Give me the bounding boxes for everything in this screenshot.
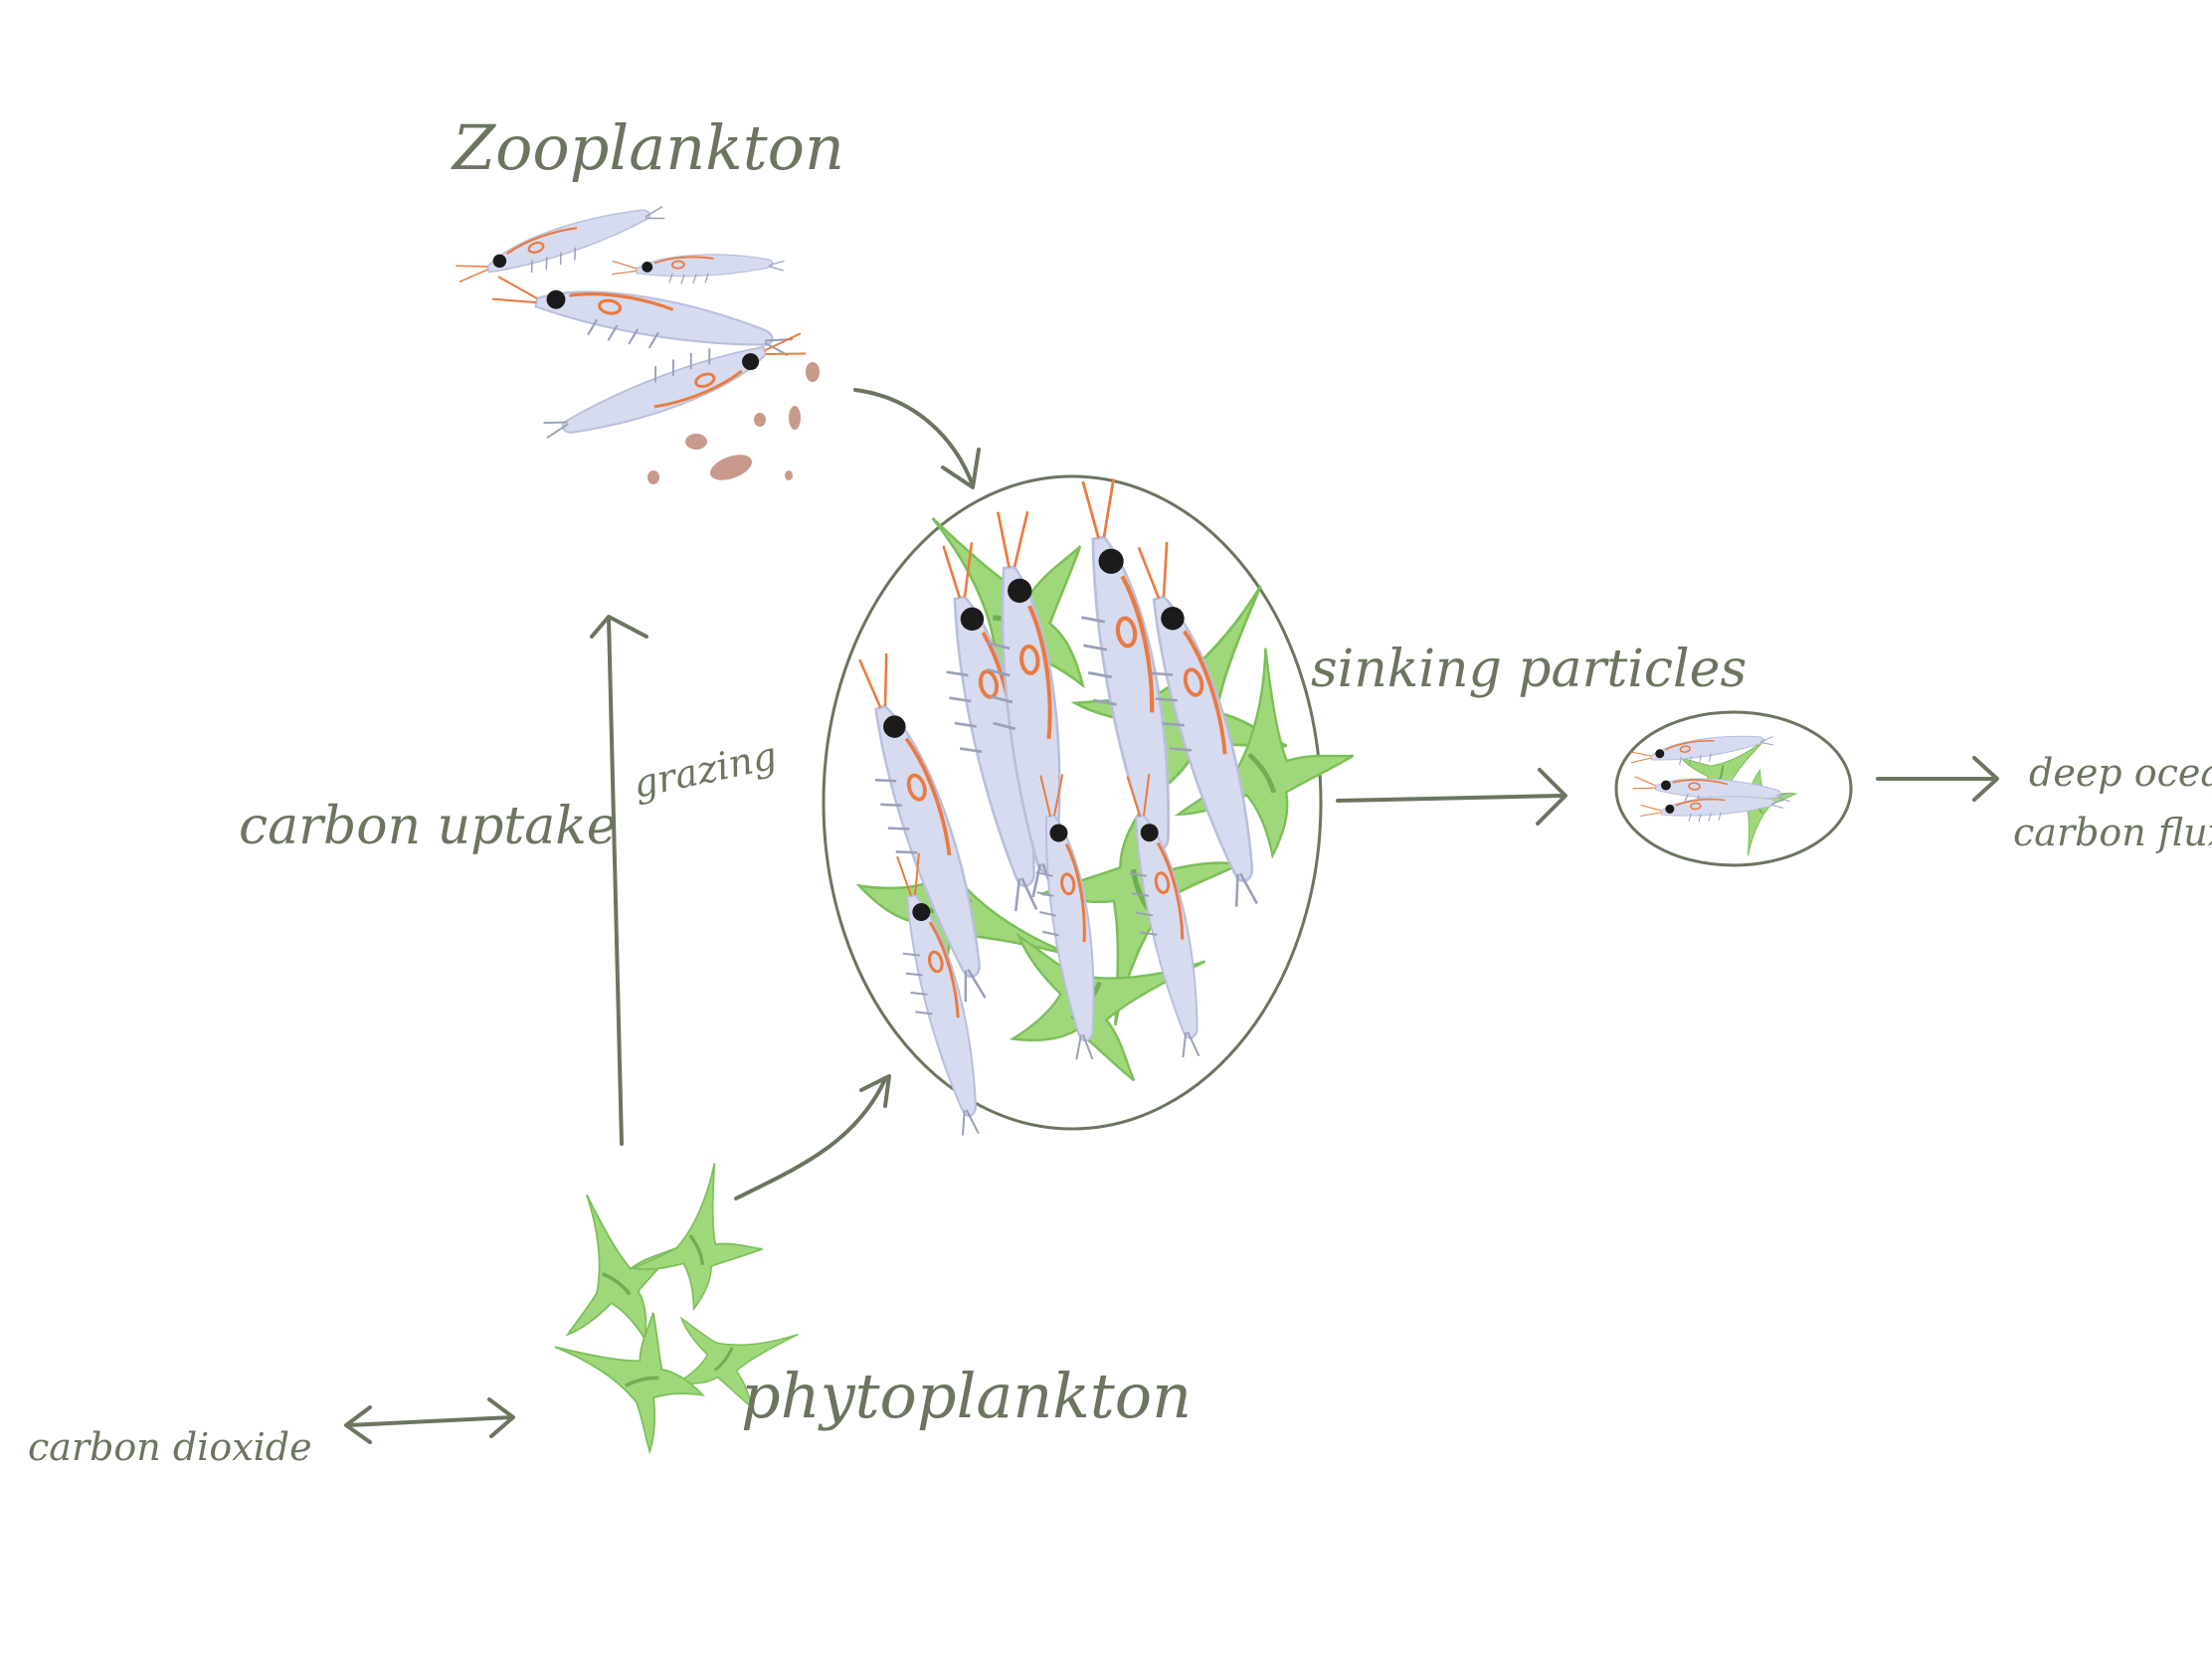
fecal-pellets [647,362,820,484]
pellet-icon [754,413,766,427]
small-aggregate-outline [1614,710,1853,867]
deep-ocean-label: deep ocean [2029,751,2212,795]
pellet-icon [789,406,801,430]
pellet-icon [785,470,793,480]
pellet-icon [685,434,707,450]
zooplankton-label: Zooplankton [451,111,844,184]
grazing-label: grazing [630,733,781,806]
sinking-particles-label: sinking particles [1311,640,1747,699]
zooplankton-group [452,194,812,454]
carbon-dioxide-label: carbon dioxide [28,1425,312,1469]
small-aggregate [1614,710,1853,867]
arrow-small-to-deep [1876,756,1999,802]
krill-icon [452,194,671,297]
krill-icon [610,251,787,287]
phytoplankton-label: phytoplankton [741,1360,1192,1432]
carbon-uptake-label: carbon uptake [239,797,618,856]
pellet-icon [709,455,753,480]
arrow-phyto-to-zoo [590,615,648,1146]
arrow-aggregate-to-small [1336,768,1567,826]
aggregate-outline [822,474,1323,1131]
arrow-zoo-to-aggregate [853,388,981,489]
carbon-flux-label: carbon flux [2013,811,2212,854]
pellet-icon [806,362,820,382]
arrow-phyto-to-aggregate [734,1074,891,1200]
arrow-co2-exchange [344,1397,515,1444]
diatom-icon [625,1147,787,1326]
marine-snow-aggregate [822,461,1369,1143]
pellet-icon [647,470,659,484]
